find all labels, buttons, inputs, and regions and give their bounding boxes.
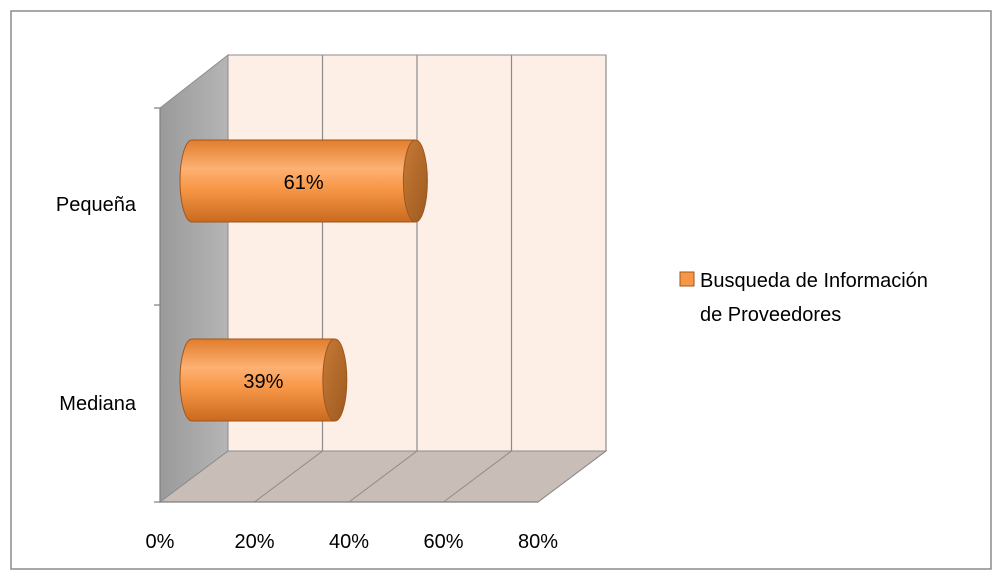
grid-line-floor bbox=[348, 450, 418, 503]
x-tick-label: 80% bbox=[518, 531, 558, 553]
bars: 61% 39% bbox=[179, 139, 428, 422]
bar: 61% bbox=[179, 139, 428, 223]
category-label: Pequeña bbox=[56, 194, 137, 216]
grid-line-floor bbox=[254, 450, 323, 503]
legend-entry-line-1: Busqueda de Información bbox=[700, 270, 928, 292]
x-axis-ticks: 0% 20% 40% 60% 80% bbox=[146, 531, 559, 553]
bar-left-edge bbox=[179, 338, 193, 422]
legend: Busqueda de Información de Proveedores bbox=[679, 270, 928, 326]
legend-entry-line-2: de Proveedores bbox=[700, 304, 841, 326]
side-wall bbox=[159, 53, 229, 503]
data-label: 61% bbox=[284, 172, 324, 194]
bar-end-cap bbox=[402, 139, 428, 223]
bar-end-cap bbox=[322, 338, 348, 422]
bar: 39% bbox=[179, 338, 348, 422]
bar-body bbox=[192, 339, 335, 421]
x-tick-label: 0% bbox=[146, 531, 175, 553]
x-tick-label: 20% bbox=[234, 531, 274, 553]
category-labels: Pequeña Mediana bbox=[56, 194, 137, 415]
x-tick-label: 60% bbox=[423, 531, 463, 553]
axis-lines bbox=[154, 107, 538, 503]
grid-line-floor bbox=[443, 450, 512, 503]
bar-body bbox=[192, 140, 416, 222]
legend-swatch bbox=[679, 271, 695, 287]
bar-outline bbox=[192, 338, 335, 422]
category-label: Mediana bbox=[59, 393, 137, 415]
data-label: 39% bbox=[243, 371, 283, 393]
grid-lines bbox=[254, 55, 607, 503]
x-tick-label: 40% bbox=[329, 531, 369, 553]
bar-outline bbox=[192, 139, 416, 223]
bar-left-edge bbox=[179, 139, 193, 223]
grid-line-floor bbox=[537, 450, 607, 503]
